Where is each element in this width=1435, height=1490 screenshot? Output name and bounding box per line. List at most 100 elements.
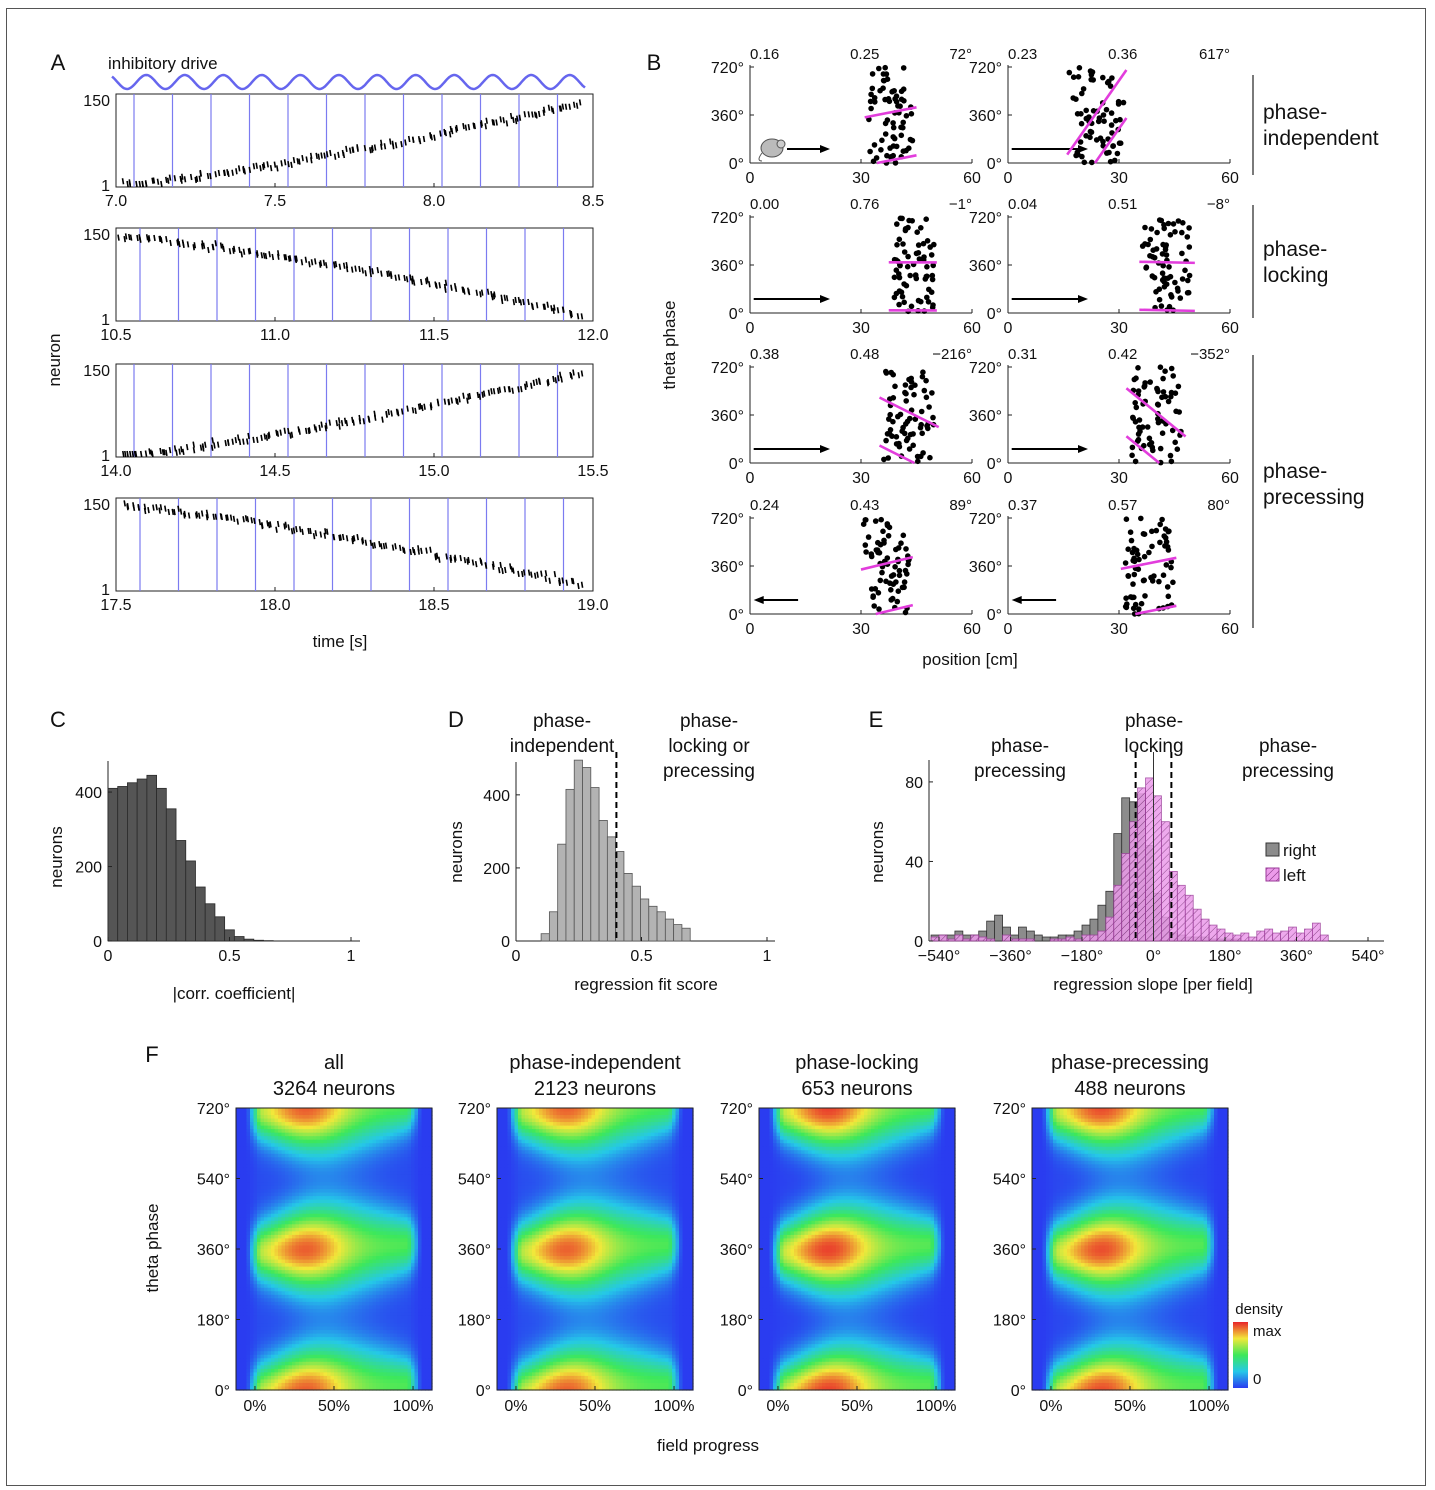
arrow-head	[1078, 445, 1088, 453]
spike-mark	[260, 522, 264, 530]
density-cell	[295, 1136, 300, 1141]
density-cell	[358, 1231, 363, 1236]
density-cell	[243, 1196, 248, 1201]
density-cell	[313, 1153, 318, 1158]
spike-dot	[868, 105, 874, 112]
density-cell	[267, 1231, 272, 1236]
spike-mark	[479, 291, 482, 298]
spike-dot	[928, 252, 935, 258]
density-cell	[351, 1150, 356, 1155]
density-cell	[355, 1245, 360, 1250]
density-cell	[327, 1157, 332, 1162]
x-tick-label: 0	[746, 170, 755, 187]
density-cell	[358, 1108, 363, 1113]
spike-dot	[1095, 118, 1102, 125]
density-cell	[341, 1249, 346, 1254]
spike-dot	[907, 272, 913, 279]
density-cell	[369, 1210, 374, 1215]
density-cell	[250, 1245, 255, 1250]
density-cell	[362, 1171, 367, 1176]
spike-mark	[364, 539, 368, 546]
bar-left	[1113, 884, 1123, 942]
density-cell	[313, 1150, 318, 1155]
bar-left	[1232, 934, 1242, 942]
density-cell	[376, 1277, 381, 1282]
spike-mark	[378, 540, 381, 548]
density-cell	[267, 1217, 272, 1222]
density-cell	[260, 1256, 265, 1261]
density-cell	[316, 1280, 321, 1285]
x-tick-label: 60	[1221, 621, 1239, 638]
spike-mark	[505, 295, 509, 302]
density-cell	[407, 1196, 412, 1201]
density-cell	[309, 1273, 314, 1278]
density-cell	[407, 1305, 412, 1310]
density-cell	[267, 1125, 272, 1130]
density-cell	[302, 1136, 307, 1141]
spike-mark	[289, 255, 292, 262]
density-cell	[393, 1220, 398, 1225]
density-cell	[362, 1259, 367, 1264]
density-cell	[236, 1241, 241, 1247]
density-cell	[236, 1245, 241, 1250]
spike-mark	[173, 175, 177, 182]
spike-dot	[1180, 220, 1186, 226]
density-cell	[418, 1206, 423, 1211]
spike-dot	[1156, 578, 1162, 585]
density-cell	[337, 1171, 342, 1176]
density-cell	[341, 1259, 346, 1264]
spike-mark	[266, 520, 269, 527]
density-cell	[393, 1238, 398, 1243]
density-cell	[267, 1182, 272, 1187]
density-cell	[313, 1273, 318, 1278]
density-cell	[246, 1174, 251, 1180]
density-cell	[348, 1118, 353, 1123]
density-cell	[243, 1125, 248, 1130]
density-cell	[365, 1192, 370, 1197]
spike-dot	[877, 577, 884, 584]
density-cell	[344, 1249, 349, 1254]
density-cell	[271, 1182, 276, 1187]
density-cell	[264, 1150, 269, 1155]
density-cell	[407, 1160, 412, 1166]
spike-mark	[425, 547, 428, 554]
density-cell	[323, 1132, 328, 1137]
density-cell	[236, 1129, 241, 1134]
density-cell	[239, 1111, 244, 1116]
spike-mark	[542, 303, 546, 310]
density-cell	[330, 1245, 335, 1250]
density-cell	[337, 1227, 342, 1232]
density-cell	[316, 1249, 321, 1254]
density-cell	[295, 1291, 300, 1296]
density-cell	[386, 1210, 391, 1215]
spike-mark	[580, 370, 584, 377]
density-cell	[253, 1153, 258, 1158]
bar-left	[1216, 928, 1226, 942]
density-cell	[302, 1203, 307, 1208]
density-cell	[358, 1153, 363, 1158]
spike-dot	[879, 137, 885, 144]
density-cell	[407, 1167, 412, 1173]
density-cell	[243, 1122, 248, 1127]
y-tick-label: 0°	[987, 607, 1002, 624]
bar-left	[1311, 922, 1321, 942]
density-cell	[404, 1308, 409, 1314]
density-cell	[428, 1196, 433, 1201]
density-cell	[337, 1231, 342, 1236]
density-cell	[281, 1301, 286, 1307]
density-cell	[267, 1252, 272, 1257]
density-cell	[239, 1277, 244, 1282]
density-cell	[299, 1196, 304, 1201]
density-cell	[355, 1115, 360, 1120]
spike-mark	[128, 180, 132, 188]
density-cell	[386, 1270, 391, 1275]
density-cell	[425, 1150, 430, 1155]
density-cell	[358, 1199, 363, 1204]
density-cell	[306, 1136, 311, 1141]
spike-dot	[926, 404, 932, 410]
density-cell	[323, 1234, 328, 1240]
spike-dot	[881, 456, 887, 463]
density-cell	[404, 1171, 409, 1176]
spike-mark	[380, 270, 383, 277]
spike-mark	[464, 124, 468, 131]
